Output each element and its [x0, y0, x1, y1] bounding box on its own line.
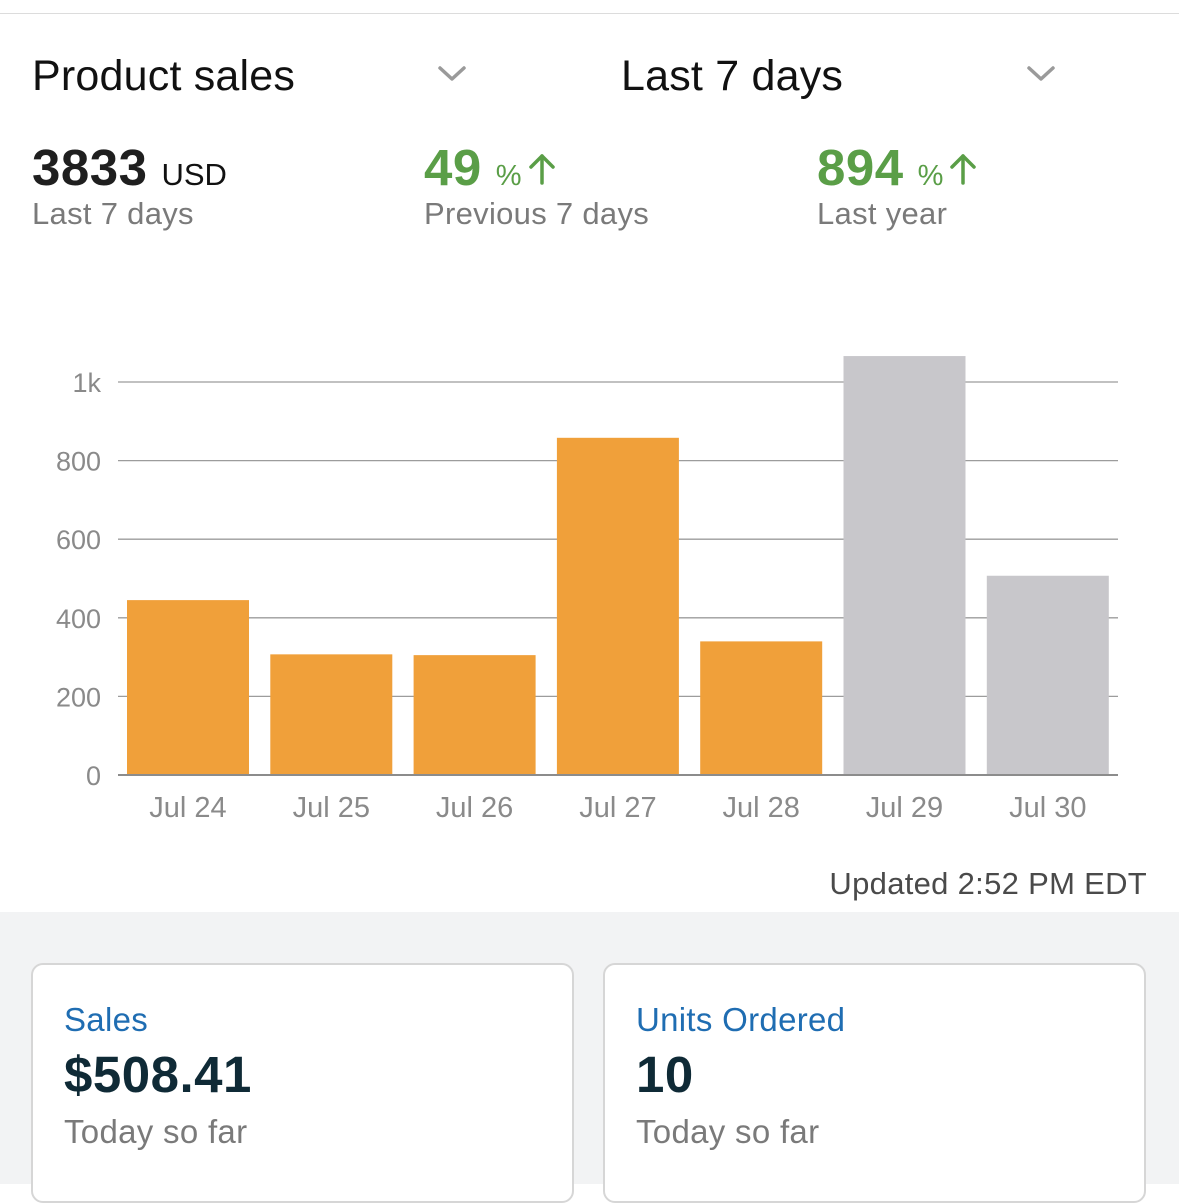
- sales-card[interactable]: Sales $508.41 Today so far: [31, 963, 574, 1203]
- y-tick-label: 200: [56, 682, 101, 712]
- last-year-caption: Last year: [817, 196, 948, 231]
- previous-period-caption: Previous 7 days: [424, 196, 650, 231]
- last-updated-text: Updated 2:52 PM EDT: [829, 866, 1147, 901]
- sales-card-title: Sales: [64, 1001, 149, 1038]
- bar-jul-30[interactable]: [986, 575, 1109, 775]
- y-tick-label: 800: [56, 447, 101, 477]
- sales-bar-chart: 0 200 400 600 800 1k Jul 24 Jul 25 Jul 26 Jul 27 J…: [56, 356, 1118, 824]
- x-tick-label: Jul 24: [149, 792, 226, 824]
- y-tick-label: 600: [56, 525, 101, 555]
- bar-jul-29[interactable]: [843, 356, 966, 775]
- sales-card-value: $508.41: [64, 1046, 252, 1103]
- y-tick-label: 1k: [72, 368, 101, 398]
- last-year-stat: 894 % Last year: [817, 138, 979, 232]
- chevron-down-icon: [1027, 66, 1055, 81]
- bar-jul-25[interactable]: [270, 654, 393, 775]
- last-year-value: 894: [817, 139, 904, 196]
- y-tick-label: 400: [56, 604, 101, 634]
- metric-dropdown[interactable]: Product sales: [32, 48, 472, 104]
- arrow-up-icon: [950, 154, 977, 185]
- x-tick-label: Jul 27: [579, 792, 656, 824]
- total-sales-unit: USD: [161, 157, 227, 192]
- previous-period-value: 49: [424, 139, 482, 196]
- arrow-up-icon: [528, 154, 555, 185]
- total-sales-value: 3833: [32, 139, 148, 196]
- bar-jul-28[interactable]: [700, 641, 823, 775]
- total-sales-caption: Last 7 days: [32, 196, 194, 231]
- previous-period-stat: 49 % Previous 7 days: [424, 138, 649, 232]
- y-tick-label: 0: [86, 761, 101, 791]
- sales-card-caption: Today so far: [64, 1113, 248, 1150]
- chevron-down-icon: [438, 66, 466, 81]
- x-tick-label: Jul 30: [1009, 792, 1086, 824]
- bar-jul-26[interactable]: [413, 655, 536, 775]
- units-card-title: Units Ordered: [636, 1001, 846, 1038]
- bar-jul-24[interactable]: [127, 600, 249, 775]
- x-tick-label: Jul 26: [436, 792, 513, 824]
- bar-jul-27[interactable]: [556, 437, 679, 775]
- x-tick-label: Jul 25: [293, 792, 370, 824]
- units-card-value: 10: [636, 1046, 694, 1103]
- x-tick-label: Jul 28: [723, 792, 800, 824]
- date-range-dropdown[interactable]: Last 7 days: [621, 48, 1061, 104]
- date-range-dropdown-label: Last 7 days: [621, 51, 844, 100]
- units-card-caption: Today so far: [636, 1113, 820, 1150]
- metric-dropdown-label: Product sales: [32, 51, 296, 100]
- last-year-unit: %: [917, 160, 944, 192]
- units-ordered-card[interactable]: Units Ordered 10 Today so far: [603, 963, 1146, 1203]
- x-tick-label: Jul 29: [866, 792, 943, 824]
- top-divider: [0, 13, 1179, 14]
- previous-period-unit: %: [495, 160, 522, 192]
- total-sales-stat: 3833 USD Last 7 days: [32, 138, 227, 232]
